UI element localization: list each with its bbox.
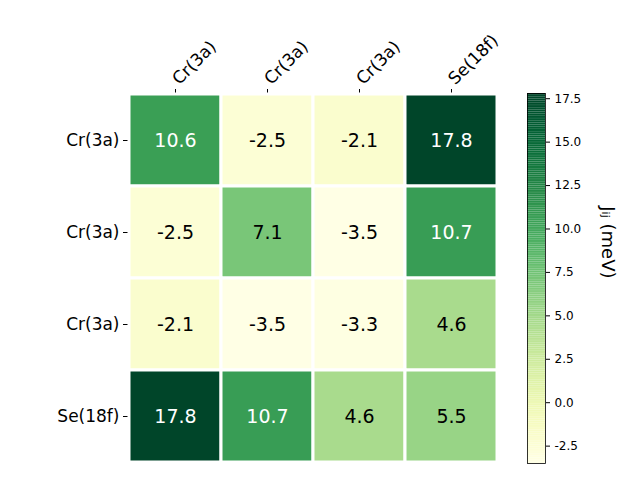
svg-text:17.8: 17.8 [154, 405, 196, 427]
svg-text:-3.5: -3.5 [249, 313, 286, 335]
svg-text:-2.5: -2.5 [249, 129, 286, 151]
svg-text:-2.1: -2.1 [157, 313, 194, 335]
svg-text:Cr(3a): Cr(3a) [66, 222, 119, 242]
svg-text:Jᵢⱼ (meV): Jᵢⱼ (meV) [598, 205, 619, 278]
svg-text:5.0: 5.0 [555, 309, 574, 323]
svg-text:17.8: 17.8 [430, 129, 472, 151]
svg-text:0.0: 0.0 [555, 396, 574, 410]
svg-text:-3.3: -3.3 [341, 313, 378, 335]
svg-text:17.5: 17.5 [555, 92, 582, 106]
svg-text:Cr(3a): Cr(3a) [66, 130, 119, 150]
svg-text:Cr(3a): Cr(3a) [260, 36, 312, 88]
svg-text:5.5: 5.5 [436, 405, 466, 427]
svg-text:-2.5: -2.5 [555, 439, 578, 453]
svg-text:4.6: 4.6 [436, 313, 466, 335]
svg-text:12.5: 12.5 [555, 178, 582, 192]
svg-text:2.5: 2.5 [555, 352, 574, 366]
svg-text:7.5: 7.5 [555, 265, 574, 279]
svg-text:10.7: 10.7 [430, 221, 472, 243]
svg-text:Se(18f): Se(18f) [444, 30, 502, 88]
svg-text:15.0: 15.0 [555, 135, 582, 149]
svg-text:Cr(3a): Cr(3a) [66, 314, 119, 334]
svg-text:7.1: 7.1 [252, 221, 282, 243]
svg-text:-2.5: -2.5 [157, 221, 194, 243]
svg-text:-2.1: -2.1 [341, 129, 378, 151]
svg-text:10.0: 10.0 [555, 222, 582, 236]
svg-text:Cr(3a): Cr(3a) [352, 36, 404, 88]
svg-text:Cr(3a): Cr(3a) [168, 36, 220, 88]
svg-text:-3.5: -3.5 [341, 221, 378, 243]
svg-text:4.6: 4.6 [344, 405, 374, 427]
svg-text:10.7: 10.7 [246, 405, 288, 427]
svg-text:Se(18f): Se(18f) [57, 406, 119, 426]
svg-text:10.6: 10.6 [154, 129, 196, 151]
